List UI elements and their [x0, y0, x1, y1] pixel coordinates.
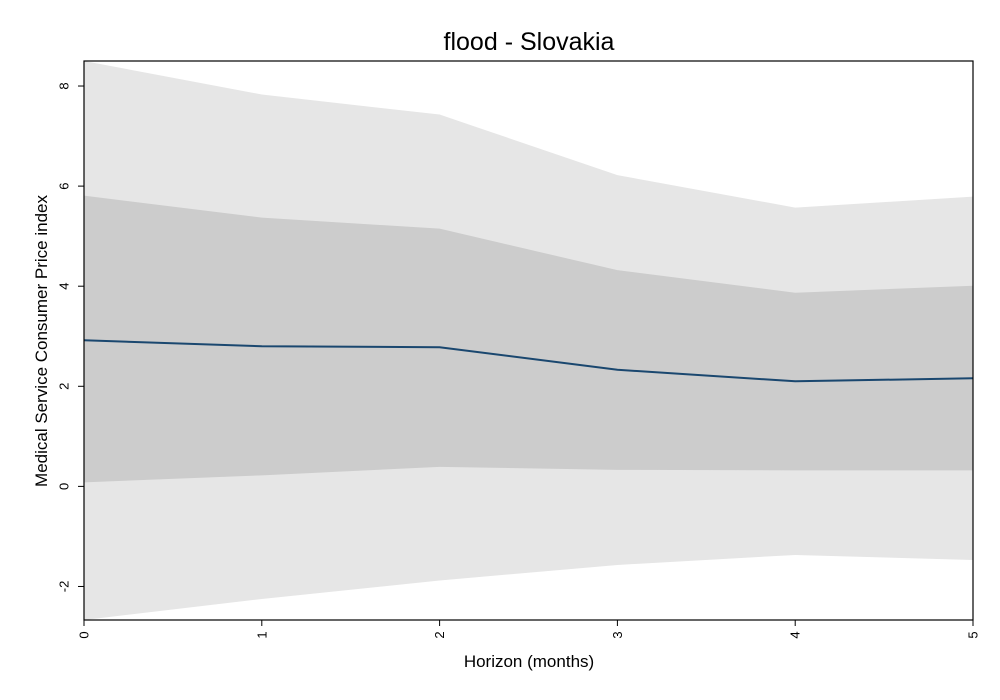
x-tick-label: 3: [610, 631, 625, 638]
y-tick-label: -2: [57, 581, 72, 593]
plot-area: 0 1 2 3 4 5 -2 0 2 4 6 8: [57, 60, 981, 639]
point-estimate-line: [83, 339, 974, 383]
x-tick-label: 4: [788, 631, 803, 638]
plot-frame: [83, 60, 974, 621]
y-tick-label: 0: [57, 483, 72, 490]
y-tick-label: 8: [57, 82, 72, 89]
x-axis-title: Horizon (months): [464, 652, 594, 671]
x-tick-label: 5: [966, 631, 981, 638]
y-axis-title: Medical Service Consumer Price index: [32, 195, 51, 487]
y-tick-label: 6: [57, 182, 72, 189]
chart-title: flood - Slovakia: [444, 28, 615, 56]
x-tick-label: 0: [77, 631, 92, 638]
y-tick-label: 2: [57, 383, 72, 390]
x-tick-label: 1: [254, 631, 269, 638]
inner-confidence-band: [84, 195, 973, 483]
y-tick-label: 4: [57, 283, 72, 290]
x-tick-label: 2: [432, 631, 447, 638]
